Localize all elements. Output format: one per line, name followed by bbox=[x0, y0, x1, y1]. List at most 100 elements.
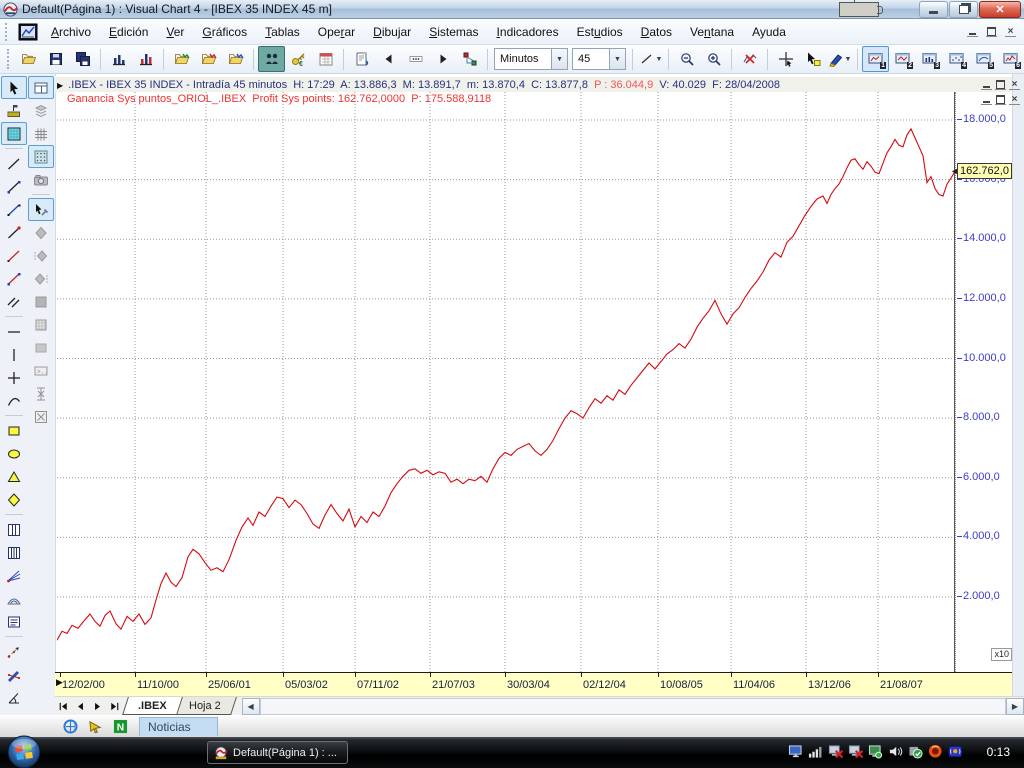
chevron-down-icon[interactable]: ▼ bbox=[551, 49, 567, 69]
restore-icon[interactable] bbox=[986, 26, 997, 37]
zoom-in-button[interactable] bbox=[700, 46, 727, 72]
cross-line-tool[interactable] bbox=[1, 366, 27, 389]
floppy-button[interactable] bbox=[42, 46, 69, 72]
menu-datos[interactable]: Datos bbox=[640, 24, 673, 39]
scrollbar-thumb[interactable] bbox=[259, 697, 1006, 715]
sheet-tab-ibex[interactable]: .IBEX bbox=[122, 697, 183, 715]
horizontal-scrollbar[interactable]: ◀ ▶ bbox=[241, 697, 1024, 715]
close-button[interactable]: ✕ bbox=[979, 0, 1021, 18]
fib-fan-tool[interactable] bbox=[1, 564, 27, 587]
scroll-left-button[interactable]: ◀ bbox=[241, 697, 260, 715]
fib-arcs-tool[interactable] bbox=[1, 587, 27, 610]
chart-plot-area[interactable]: Ganancia Sys puntos_ORIOL_.IBEX Profit S… bbox=[57, 92, 955, 672]
signal-bars-tray-icon[interactable] bbox=[807, 743, 824, 760]
window-layout-tool[interactable] bbox=[28, 76, 54, 99]
square-grey-tool[interactable] bbox=[28, 290, 54, 313]
dotted-arrow-tool[interactable] bbox=[1, 640, 27, 663]
menu-sistemas[interactable]: Sistemas bbox=[429, 24, 479, 39]
scroll-right-button[interactable]: ▶ bbox=[1006, 697, 1024, 715]
line-black-tool[interactable] bbox=[1, 152, 27, 175]
grid-hash-tool[interactable] bbox=[28, 122, 54, 145]
pointer-hammer-tool[interactable] bbox=[28, 198, 54, 221]
notes-box-tool[interactable] bbox=[1, 610, 27, 633]
toolbar-grip[interactable] bbox=[7, 49, 11, 69]
minimize-icon[interactable] bbox=[981, 79, 992, 90]
orange-ring-tray-icon[interactable] bbox=[927, 743, 944, 760]
parallel-lines-tool[interactable] bbox=[1, 290, 27, 313]
chart-window-icon[interactable] bbox=[18, 23, 38, 41]
preset-screen-red2-button[interactable]: 6 bbox=[997, 46, 1024, 72]
chevron-down-icon[interactable]: ▼ bbox=[655, 55, 663, 63]
pattern-square-tool[interactable] bbox=[1, 122, 27, 145]
menu-tablas[interactable]: Tablas bbox=[265, 24, 300, 39]
nav-first-button[interactable] bbox=[55, 698, 72, 714]
date-axis[interactable]: ▶ 12/02/00 11/10/00 25/06/01 05/03/02 07/11/… bbox=[55, 672, 1012, 696]
people-button[interactable] bbox=[258, 46, 285, 72]
diamond-yellow-tool[interactable] bbox=[1, 488, 27, 511]
page-flip-button[interactable] bbox=[348, 46, 375, 72]
speaker-tray-icon[interactable] bbox=[887, 743, 904, 760]
diamond-dots-r-tool[interactable] bbox=[28, 267, 54, 290]
news-icon[interactable]: N bbox=[112, 718, 129, 735]
folder-open-button[interactable] bbox=[15, 46, 42, 72]
preset-screen-button[interactable]: 1 bbox=[862, 46, 889, 72]
grid-dots-tool[interactable] bbox=[28, 145, 54, 168]
pc-red-x-tray-icon[interactable] bbox=[827, 743, 844, 760]
chart-bars-button[interactable] bbox=[105, 46, 132, 72]
floppy-multi-button[interactable] bbox=[69, 46, 96, 72]
menu-ventana[interactable]: Ventana bbox=[690, 24, 735, 39]
close-icon[interactable]: × bbox=[1009, 79, 1020, 90]
pointer-tool-icon[interactable] bbox=[87, 718, 104, 735]
menu-ver[interactable]: Ver bbox=[166, 24, 185, 39]
noticias-tab[interactable]: Noticias bbox=[139, 717, 218, 736]
shield-check-tray-icon[interactable] bbox=[907, 743, 924, 760]
ellipse-yellow-tool[interactable] bbox=[1, 442, 27, 465]
menu-indicadores[interactable]: Indicadores bbox=[496, 24, 559, 39]
menu-operar[interactable]: Operar bbox=[317, 24, 356, 39]
menu-ayuda[interactable]: Ayuda bbox=[752, 24, 786, 39]
preset-screen-line-button[interactable]: 5 bbox=[970, 46, 997, 72]
preset-screen-dots-button[interactable]: 4 bbox=[943, 46, 970, 72]
cols-two-tool[interactable] bbox=[1, 518, 27, 541]
folder-chart-green-button[interactable] bbox=[168, 46, 195, 72]
cursor-note-button[interactable] bbox=[799, 46, 826, 72]
minimize-button[interactable] bbox=[919, 0, 948, 18]
menu-estudios[interactable]: Estudios bbox=[576, 24, 623, 39]
valve-tool-tool[interactable] bbox=[28, 382, 54, 405]
restore-icon[interactable] bbox=[995, 94, 1006, 105]
nodes-button[interactable] bbox=[456, 46, 483, 72]
preset-screen-bars-button[interactable]: 3 bbox=[916, 46, 943, 72]
folder-chart-blue-button[interactable] bbox=[222, 46, 249, 72]
diamond-dots-l-tool[interactable] bbox=[28, 244, 54, 267]
line-blue-tool[interactable] bbox=[1, 198, 27, 221]
monitor-tray-icon[interactable] bbox=[787, 743, 804, 760]
cols-three-tool[interactable] bbox=[1, 541, 27, 564]
crosshair-button[interactable] bbox=[772, 46, 799, 72]
marker-pen-button[interactable]: ▼ bbox=[826, 46, 853, 72]
angle-tool-tool[interactable] bbox=[1, 686, 27, 709]
price-axis[interactable]: 18.000,0 16.000,0 14.000,0 12.000,0 10.000,0… bbox=[950, 92, 1013, 672]
restore-button[interactable] bbox=[949, 0, 978, 18]
nav-next-button[interactable] bbox=[89, 698, 106, 714]
chevron-down-icon[interactable]: ▼ bbox=[844, 55, 852, 63]
key-euro-button[interactable]: € bbox=[285, 46, 312, 72]
taskbar-app-button[interactable]: Default(Página 1) : ... bbox=[207, 741, 348, 764]
nav-dots-button[interactable] bbox=[402, 46, 429, 72]
nav-left-button[interactable] bbox=[375, 46, 402, 72]
close-icon[interactable]: × bbox=[1005, 26, 1016, 37]
pc-red-x2-tray-icon[interactable] bbox=[847, 743, 864, 760]
pc-green-tray-icon[interactable] bbox=[867, 743, 884, 760]
interval-unit-combobox[interactable]: Minutos ▼ bbox=[494, 48, 568, 70]
h-line-tool[interactable] bbox=[1, 320, 27, 343]
square-flat-tool[interactable] bbox=[28, 336, 54, 359]
zoom-out-button[interactable] bbox=[673, 46, 700, 72]
preset-screen-red-button[interactable]: 2 bbox=[889, 46, 916, 72]
chart-bars-red-button[interactable] bbox=[132, 46, 159, 72]
capture-widget[interactable] bbox=[839, 0, 883, 17]
line-red-blue-tool[interactable] bbox=[1, 267, 27, 290]
square-hatch-tool[interactable] bbox=[28, 313, 54, 336]
calendar-button[interactable] bbox=[312, 46, 339, 72]
diamond-grey-tool[interactable] bbox=[28, 221, 54, 244]
menu-archivo[interactable]: Archivo bbox=[51, 24, 92, 39]
line-style-button[interactable]: ▼ bbox=[637, 46, 664, 72]
